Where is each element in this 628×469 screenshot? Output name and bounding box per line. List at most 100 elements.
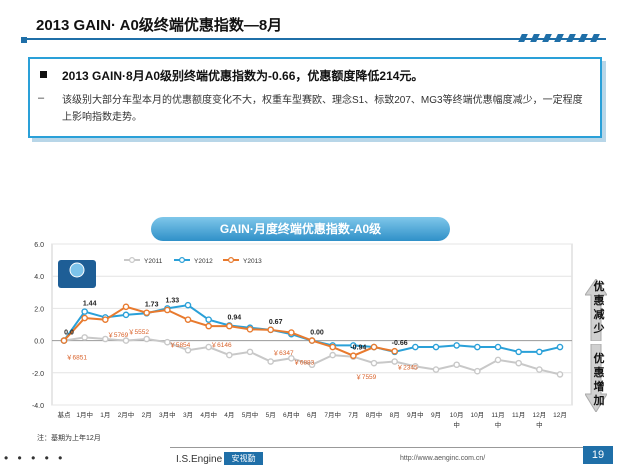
x-tick-label: 4月中 [200, 410, 217, 419]
x-tick-label: 2月 [142, 411, 152, 419]
data-point-y2013 [81, 314, 88, 322]
data-point-y2011 [453, 361, 460, 369]
amount-label: ￥7559 [355, 373, 376, 381]
side-char: 加 [593, 395, 605, 407]
data-point-y2013 [391, 347, 398, 355]
summary-headline: 2013 GAIN·8月A0级别终端优惠指数为-0.66，优惠额度降低214元。 [62, 69, 424, 83]
data-point-y2013 [102, 316, 109, 323]
data-point-y2011 [391, 358, 398, 365]
amount-label: ￥6146 [211, 341, 232, 349]
data-point-y2013 [288, 329, 295, 336]
y-tick-label: -2.0 [32, 371, 44, 378]
side-char: 优 [593, 353, 605, 365]
data-point-y2013 [267, 326, 274, 334]
footer-rule [170, 447, 600, 448]
x-tick-label: 2月中 [118, 410, 135, 419]
value-label: 0.0 [64, 330, 74, 337]
value-label: 1.44 [83, 301, 97, 308]
data-point-y2011 [81, 334, 88, 341]
data-point-y2012 [184, 301, 192, 309]
amount-label: ￥5552 [128, 328, 149, 336]
amount-label: ￥6851 [66, 354, 87, 362]
x-tick-label: 3月中 [159, 410, 176, 419]
footer-url: http://www.aenginc.com.cn/ [400, 455, 486, 462]
data-point-y2012 [81, 308, 88, 315]
data-point-y2011 [143, 335, 150, 343]
data-point-y2011 [329, 351, 336, 359]
data-point-y2011 [122, 337, 130, 344]
legend-entry: Y2012 [194, 258, 213, 265]
data-point-y2011 [412, 363, 419, 370]
arrow-down-icon [585, 344, 607, 412]
value-label: 0.94 [228, 314, 242, 321]
legend-marker [129, 257, 136, 264]
arrow-up-icon [585, 279, 607, 341]
data-point-y2013 [226, 322, 233, 330]
data-point-y2011 [246, 348, 254, 356]
legend-marker [228, 257, 235, 264]
data-point-y2013 [308, 337, 316, 344]
data-point-y2012 [205, 316, 212, 323]
data-point-y2013 [246, 326, 254, 333]
y-tick-label: -4.0 [32, 403, 44, 410]
data-point-y2013 [122, 303, 130, 311]
amount-label: ￥5769 [107, 331, 128, 339]
side-char: 少 [593, 323, 605, 335]
y-tick-label: 6.0 [34, 242, 44, 249]
x-tick-label: 8月中 [366, 410, 383, 419]
x-tick-label: 8月 [390, 411, 400, 419]
data-point-y2011 [432, 366, 440, 373]
value-label: 1.73 [145, 302, 159, 309]
data-point-y2012 [515, 348, 522, 356]
data-point-y2013 [329, 343, 336, 351]
summary-body: 该级别大部分车型本月的优惠额度变化不大，权重车型赛欧、理念S1、标致207、MG… [62, 95, 583, 123]
y-tick-label: 4.0 [34, 274, 44, 281]
data-point-y2012 [494, 343, 502, 351]
side-label-decrease: 优 惠 减 少 [591, 280, 607, 336]
x-tick-label: 6月中 [283, 410, 300, 419]
x-tick-label: 11月中 [491, 411, 504, 429]
amount-label: ￥5854 [169, 341, 190, 349]
x-tick-label: 11月 [512, 411, 525, 419]
amount-label: ￥6883 [293, 359, 314, 367]
x-tick-label: 9月中 [407, 410, 424, 419]
x-tick-label: 12月中 [532, 411, 546, 429]
side-char: 惠 [593, 367, 605, 379]
data-point-y2013 [164, 306, 171, 314]
data-point-y2012 [453, 342, 460, 349]
data-point-y2012 [350, 342, 357, 349]
chart-title: GAIN·月度终端优惠指数-A0级 [151, 217, 450, 241]
data-point-y2012 [412, 343, 419, 351]
side-char: 减 [593, 309, 605, 321]
x-tick-label: 5月 [266, 411, 276, 419]
page-number: 19 [583, 446, 613, 464]
data-point-y2011 [102, 335, 109, 343]
x-tick-label: 1月中 [76, 410, 93, 419]
data-point-y2011 [370, 359, 378, 367]
data-point-y2013 [143, 309, 150, 317]
data-point-y2013 [205, 322, 212, 330]
x-tick-label: 10月中 [450, 411, 464, 429]
value-label: -0.94 [350, 345, 366, 352]
value-label: 1.33 [166, 297, 180, 304]
data-point-y2011 [308, 361, 316, 369]
data-point-y2011 [288, 355, 295, 362]
data-point-y2011 [556, 371, 564, 378]
legend-marker [179, 257, 186, 264]
side-char: 惠 [593, 295, 605, 307]
data-point-y2011 [164, 338, 171, 346]
title-rule [22, 38, 606, 40]
dash-marker: – [38, 92, 45, 104]
data-point-y2011 [515, 359, 522, 367]
legend-entry: Y2011 [144, 258, 163, 265]
legend-entry: Y2013 [243, 258, 262, 265]
data-point-y2013 [60, 337, 68, 344]
footer-logo-tag: 安视勤 [224, 452, 263, 465]
value-label: -0.66 [392, 340, 408, 347]
x-tick-label: 5月中 [242, 410, 259, 419]
page-title: 2013 GAIN· A0级终端优惠指数—8月 [36, 17, 283, 34]
x-tick-label: 12月 [553, 411, 567, 419]
chart-logo-globe-icon [69, 262, 85, 278]
data-point-y2013 [370, 343, 378, 351]
